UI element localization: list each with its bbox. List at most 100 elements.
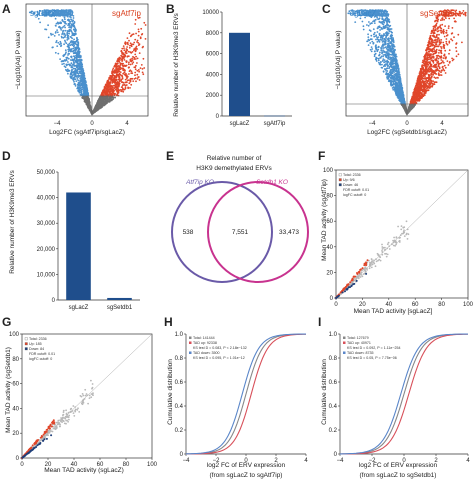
volcano-point [354, 12, 357, 15]
volcano-point [68, 28, 71, 31]
volcano-point [437, 37, 440, 39]
volcano-point [50, 34, 53, 36]
volcano-point [63, 54, 65, 56]
volcano-point [103, 91, 105, 94]
volcano-point [377, 59, 380, 62]
volcano-point [381, 60, 384, 62]
volcano-point [70, 40, 73, 42]
volcano-point [62, 14, 65, 17]
volcano-point [85, 100, 88, 103]
volcano-point [72, 67, 75, 70]
volcano-point [459, 14, 461, 17]
volcano-point [38, 12, 40, 14]
volcano-point [72, 23, 74, 25]
volcano-point [55, 25, 57, 27]
volcano-point [428, 61, 431, 64]
volcano-point [83, 79, 86, 81]
volcano-point [86, 89, 88, 92]
volcano-point [373, 31, 376, 34]
volcano-point [129, 63, 132, 66]
volcano-point [61, 63, 64, 65]
volcano-point [47, 24, 49, 27]
volcano-point [379, 51, 381, 54]
volcano-point [124, 81, 127, 84]
volcano-point [83, 75, 86, 77]
volcano-point [53, 15, 56, 17]
volcano-point [66, 14, 69, 17]
volcano-point [110, 90, 112, 93]
volcano-point [123, 64, 126, 67]
volcano-point [135, 55, 138, 58]
volcano-point [81, 96, 84, 99]
volcano-point [384, 65, 387, 67]
volcano-point [55, 31, 57, 33]
volcano-point [75, 69, 78, 72]
volcano-point [386, 26, 388, 29]
volcano-point [63, 24, 66, 27]
volcano-point [104, 98, 106, 101]
volcano-point [67, 57, 70, 60]
volcano-point [130, 77, 133, 80]
volcano-point [115, 67, 118, 70]
volcano-point [102, 90, 104, 92]
volcano-point [387, 42, 389, 45]
volcano-point [391, 80, 393, 82]
volcano-point [64, 22, 66, 25]
volcano-point [134, 18, 137, 21]
volcano-point [78, 72, 81, 74]
volcano-point [121, 60, 123, 62]
volcano-point [444, 49, 447, 52]
volcano-point [396, 84, 399, 86]
volcano-point [73, 83, 76, 85]
volcano-point [141, 46, 144, 49]
volcano-point [373, 19, 376, 22]
volcano-point [117, 57, 120, 60]
volcano-point [73, 57, 76, 59]
volcano-point [432, 27, 435, 30]
volcano-point [79, 79, 82, 81]
volcano-point [448, 9, 450, 12]
volcano-point [56, 14, 58, 17]
volcano-point [430, 81, 433, 84]
volcano-point [73, 65, 75, 67]
volcano-point [113, 78, 115, 80]
volcano-point [74, 67, 77, 70]
volcano-point [54, 11, 57, 14]
volcano-point [82, 69, 85, 72]
volcano-point [106, 88, 109, 91]
volcano-point [78, 67, 81, 70]
ylabel-b: Relative number of H3K9me3 ERVs [173, 12, 180, 116]
volcano-point [430, 73, 433, 76]
volcano-point [96, 105, 99, 108]
volcano-point [443, 54, 446, 57]
volcano-point [394, 56, 397, 59]
volcano-point [433, 46, 436, 49]
volcano-point [93, 109, 96, 112]
volcano-point [133, 48, 136, 50]
volcano-point [442, 61, 445, 64]
volcano-point [435, 66, 438, 69]
volcano-point [70, 55, 73, 58]
volcano-point [422, 86, 425, 89]
volcano-point [64, 39, 66, 42]
volcano-point [435, 70, 438, 72]
volcano-point [127, 43, 129, 46]
volcano-point [76, 78, 79, 80]
volcano-point [77, 67, 79, 70]
volcano-point [133, 49, 135, 52]
volcano-point [374, 52, 377, 55]
volcano-point [124, 54, 127, 57]
volcano-point [136, 73, 139, 76]
volcano-point [437, 72, 440, 74]
volcano-point [78, 91, 81, 94]
volcano-point [84, 87, 87, 90]
volcano-point [111, 69, 114, 71]
volcano-point [55, 41, 57, 44]
volcano-point [385, 70, 387, 72]
volcano-point [367, 24, 370, 27]
volcano-point [116, 86, 119, 89]
volcano-point [447, 25, 450, 27]
volcano-point [61, 32, 64, 35]
volcano-point [83, 96, 85, 99]
volcano-point [115, 88, 117, 91]
